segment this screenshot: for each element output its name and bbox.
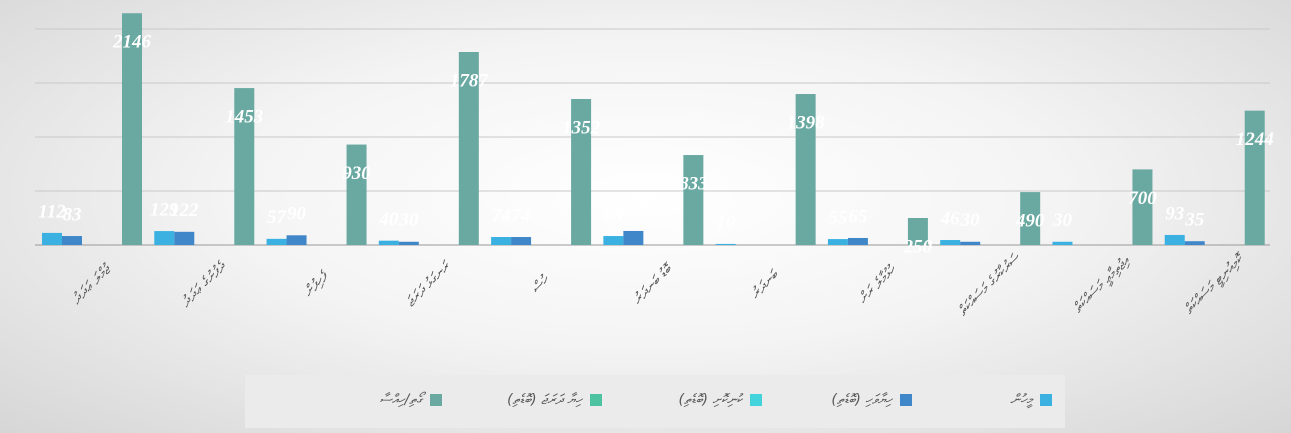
legend-swatch <box>900 394 912 406</box>
data-label: 1398 <box>787 112 826 133</box>
data-label: 30 <box>960 210 981 231</box>
bar <box>603 236 624 245</box>
legend-label: ހިޔާވަހި (ބޮޑެތި) <box>831 391 893 408</box>
data-label: 10 <box>716 212 736 233</box>
data-label: 1787 <box>450 70 490 91</box>
bar <box>491 237 512 245</box>
bar <box>623 230 644 245</box>
x-tick-label: ބޮޑު ބަނދަރު <box>630 260 678 308</box>
data-label: 700 <box>1128 188 1157 209</box>
data-label: 130 <box>619 199 648 220</box>
bar <box>286 235 307 245</box>
legend-swatch <box>1040 394 1052 406</box>
x-tick-label: ބަނދަރު <box>748 266 784 302</box>
bar <box>346 144 367 245</box>
bar <box>458 52 479 246</box>
data-label: 250 <box>903 236 933 257</box>
legend-box <box>245 375 1065 428</box>
bar <box>683 155 704 245</box>
x-tick-label: ހުސް <box>528 272 554 298</box>
data-label: 129 <box>150 199 179 220</box>
data-label: 46 <box>940 208 961 229</box>
bar <box>1020 192 1041 245</box>
x-tick-label: ހުޅުމާލެ ރަށް <box>854 261 900 307</box>
legend-label: ގޯތި/ހިއްސާ <box>379 391 426 408</box>
legend-label: ކުނިކޮށި (ބޮޑެތި) <box>679 392 744 408</box>
bar <box>378 240 399 245</box>
bar <box>1052 241 1073 245</box>
bar <box>715 243 736 245</box>
bar <box>174 231 195 245</box>
x-tick-label: ކޮމިއުނިޓީ މަސައްކަތް <box>1181 250 1250 319</box>
legend-swatch <box>750 394 762 406</box>
legend-swatch <box>590 394 602 406</box>
bar <box>266 238 287 245</box>
data-label: 490 <box>1015 210 1045 231</box>
data-label: 930 <box>342 163 371 184</box>
data-label: 65 <box>848 206 868 227</box>
data-label: 74 <box>512 205 531 226</box>
bar <box>795 94 816 246</box>
data-label: 30 <box>398 210 419 231</box>
bar <box>940 240 961 245</box>
data-label: 74 <box>492 205 511 226</box>
bar <box>827 239 848 245</box>
bar <box>1184 241 1205 245</box>
bar <box>42 232 62 245</box>
legend-label: ހިޔާ ދަރަޖަ (ބޮޑެތި) <box>507 391 583 408</box>
bar <box>847 237 868 245</box>
bar <box>1244 110 1265 245</box>
data-label: 30 <box>1052 210 1073 231</box>
x-tick-label: ދެފުށުގެ ޢަދަދު <box>177 258 230 311</box>
bar <box>960 241 981 245</box>
legend-label: މީހުން <box>1010 392 1034 409</box>
x-tick-label: ފެހިފުށް <box>301 268 333 300</box>
bar <box>1132 169 1153 245</box>
data-label: 1244 <box>1236 129 1274 150</box>
data-label: 2146 <box>112 32 152 53</box>
bar <box>62 236 82 245</box>
data-label: 55 <box>828 207 848 228</box>
bar <box>571 98 592 245</box>
bar <box>907 218 928 245</box>
bar <box>398 241 419 245</box>
data-label: 40 <box>378 209 399 230</box>
bar <box>154 231 175 245</box>
data-label: 57 <box>267 207 288 228</box>
bar <box>1164 234 1185 245</box>
data-label: 93 <box>1165 203 1184 224</box>
x-tick-label: އިޖުތިމާޢީ މަސައްކަތް <box>1070 252 1135 317</box>
bar <box>511 237 532 245</box>
data-label: 112 <box>38 201 66 222</box>
bar <box>122 13 142 246</box>
data-label: 35 <box>1184 210 1205 231</box>
x-tick-label: ޖުމްލަ ޢަދަދު <box>68 261 116 309</box>
x-tick-label: ސަރުކާރުގެ މަސައްކަތް <box>954 249 1024 319</box>
bar <box>234 88 255 246</box>
data-label: 122 <box>170 200 199 221</box>
data-label: 83 <box>63 204 82 225</box>
data-label: 83 <box>604 204 623 225</box>
data-label: 90 <box>287 204 307 225</box>
data-label: 1453 <box>225 106 263 127</box>
data-label: 833 <box>679 173 708 194</box>
legend-swatch <box>430 394 442 406</box>
x-tick-label: ރަނގަޅު ދަރަޖަ <box>403 257 456 310</box>
data-label: 1352 <box>562 117 601 138</box>
